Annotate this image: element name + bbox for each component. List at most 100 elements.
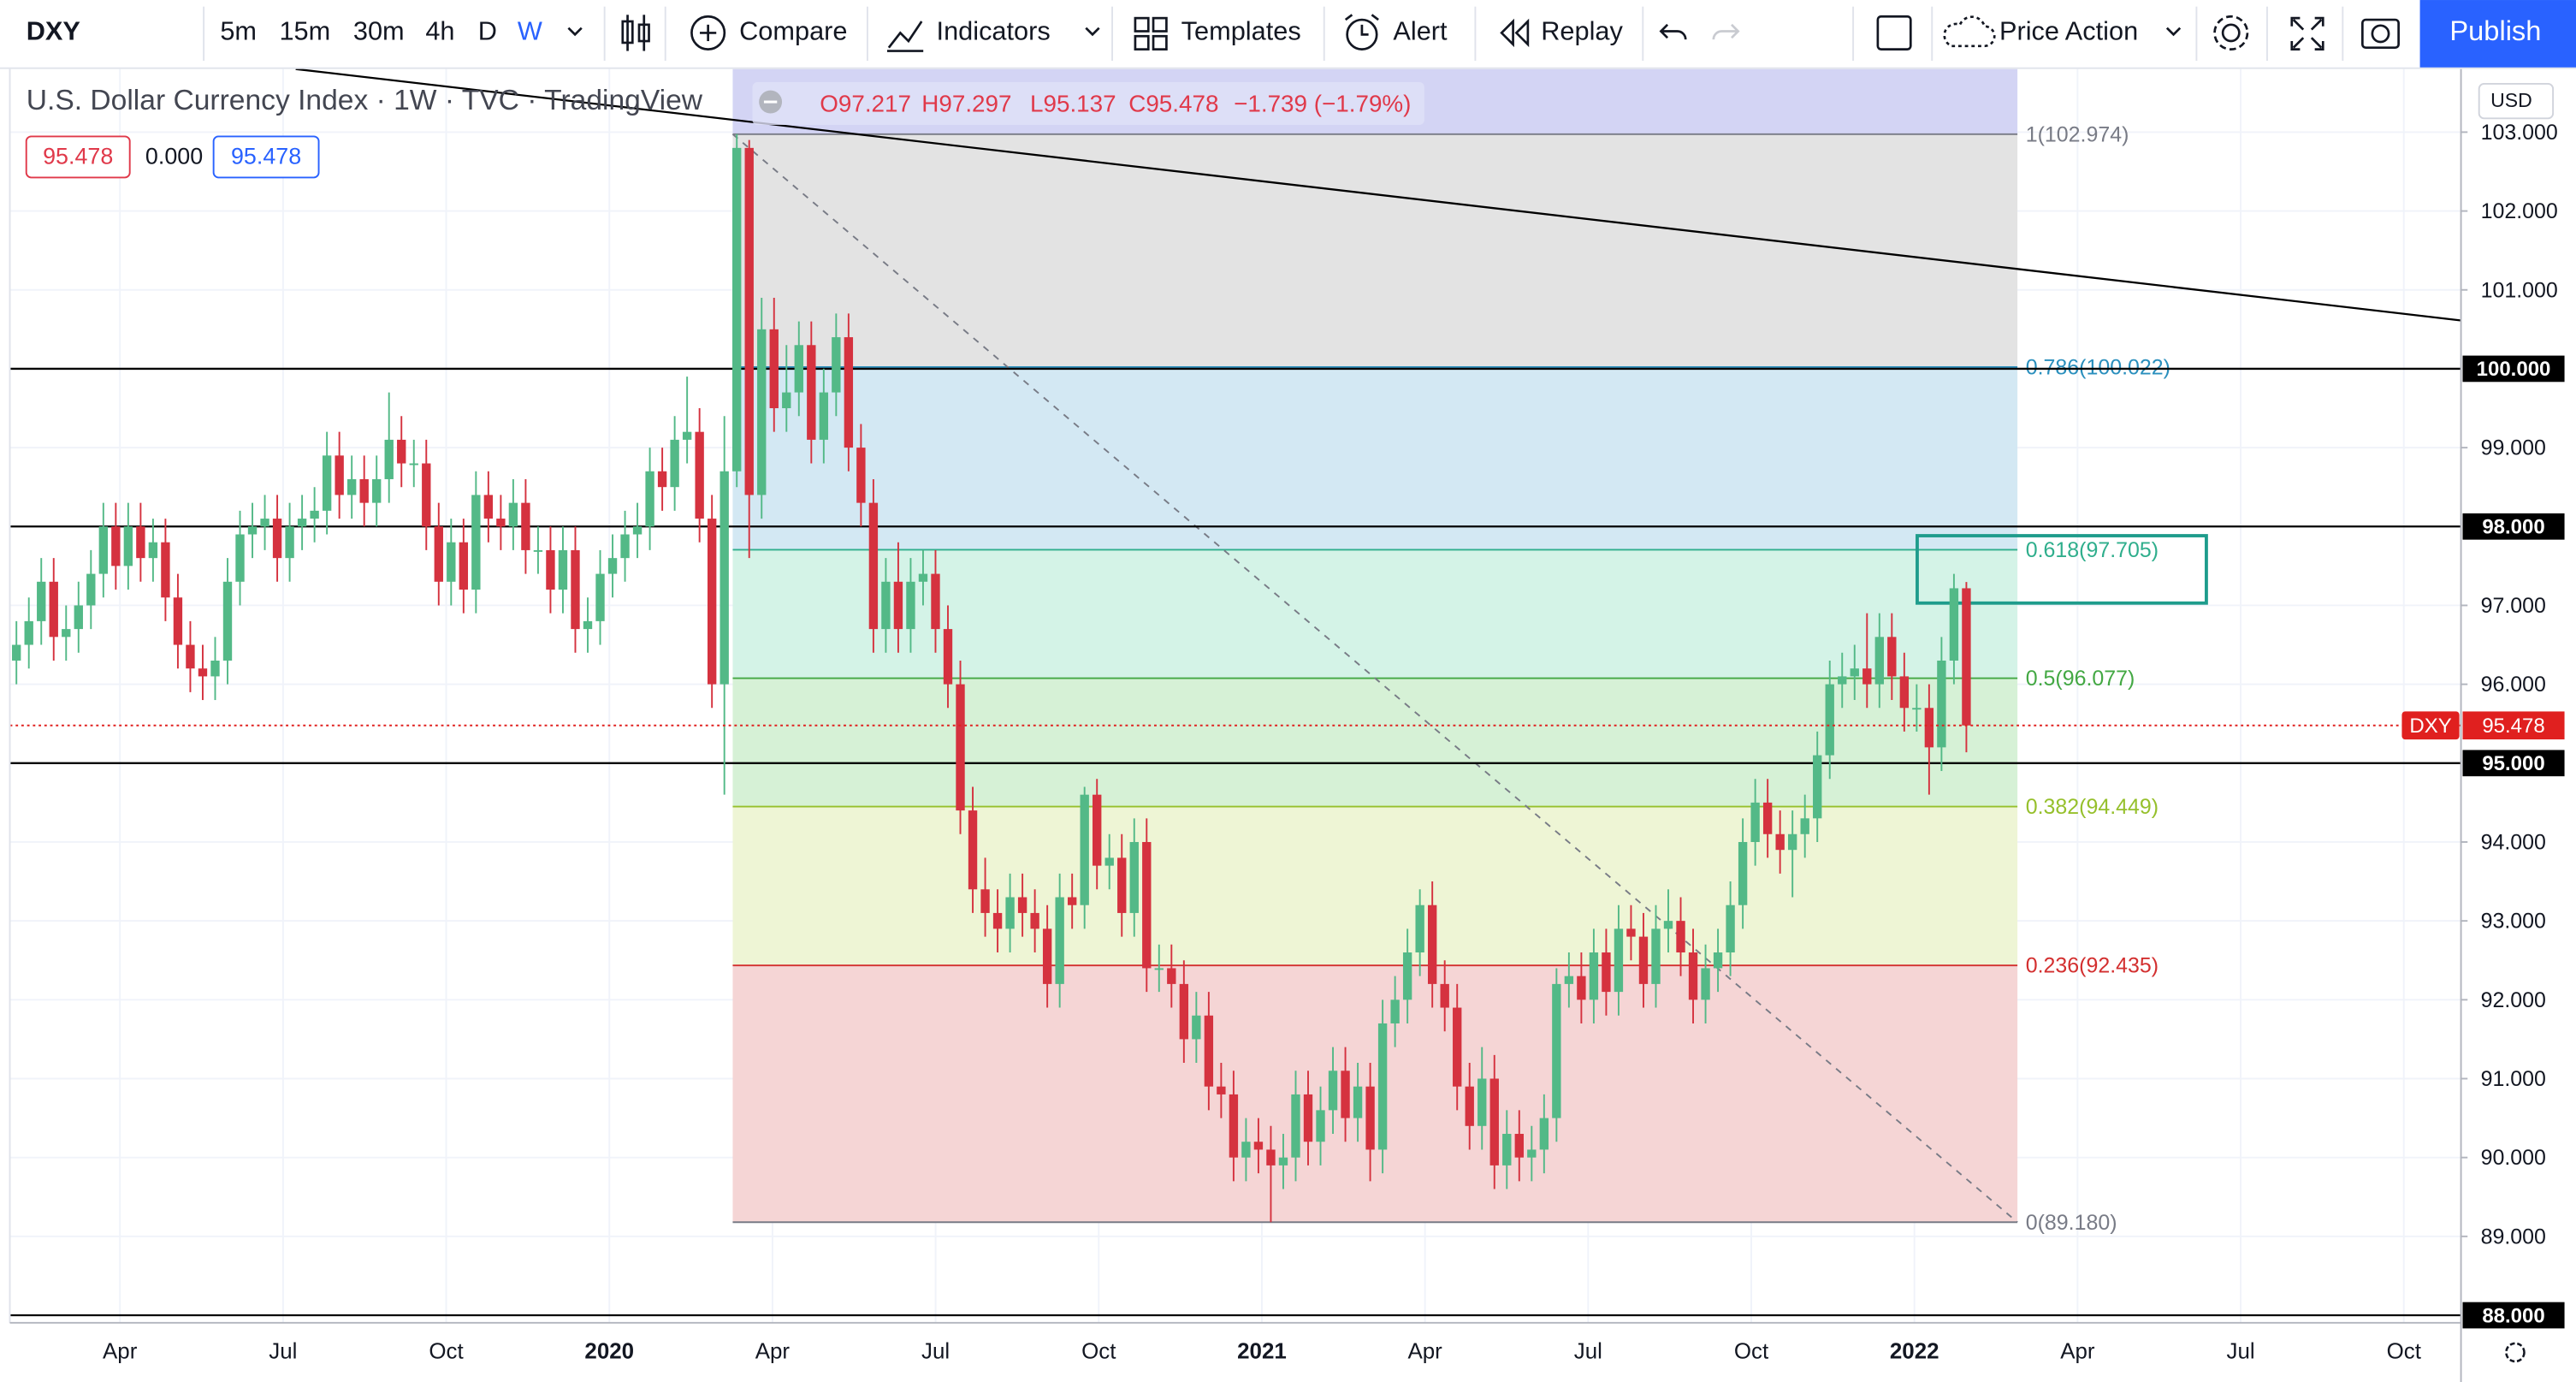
x-tick-label: 2022 bbox=[1890, 1339, 1939, 1363]
candle-body bbox=[1887, 637, 1897, 677]
candle-body bbox=[384, 439, 394, 479]
candle-body bbox=[571, 549, 580, 630]
alert-button[interactable]: Alert bbox=[1393, 16, 1448, 46]
dropdown-icon[interactable] bbox=[1085, 27, 1100, 37]
candle-body bbox=[1055, 897, 1064, 984]
candle-body bbox=[335, 455, 344, 495]
x-tick-label: Apr bbox=[103, 1339, 138, 1363]
fib-zone bbox=[732, 806, 2018, 966]
templates-button[interactable]: Templates bbox=[1181, 16, 1301, 46]
y-tick-label: 92.000 bbox=[2481, 988, 2546, 1012]
fib-zone bbox=[732, 678, 2018, 807]
settings-icon[interactable] bbox=[2213, 15, 2249, 50]
candle-body bbox=[210, 660, 220, 677]
cloud-icon[interactable] bbox=[1943, 15, 1996, 48]
candle-body bbox=[86, 573, 96, 606]
candle-body bbox=[310, 510, 319, 519]
undo-icon[interactable] bbox=[1659, 23, 1687, 40]
candle-body bbox=[980, 889, 990, 913]
candle-body bbox=[1676, 921, 1685, 953]
candle-body bbox=[1787, 833, 1797, 851]
dropdown-icon[interactable] bbox=[2165, 27, 2182, 37]
replay-icon[interactable] bbox=[1500, 18, 1530, 48]
candle-body bbox=[1453, 1007, 1462, 1087]
candle-body bbox=[1564, 976, 1574, 984]
candle-body bbox=[583, 620, 593, 630]
candle-body bbox=[447, 542, 456, 582]
fib-level-label: 0.786(100.022) bbox=[2026, 355, 2170, 379]
candle-body bbox=[832, 337, 841, 393]
chart-title: U.S. Dollar Currency Index · 1W · TVC · … bbox=[27, 85, 703, 116]
candle-body bbox=[782, 392, 791, 409]
candle-body bbox=[1042, 928, 1052, 984]
legend-box bbox=[752, 82, 1424, 125]
candle-body bbox=[819, 392, 829, 440]
publish-label[interactable]: Publish bbox=[2449, 15, 2541, 46]
chart-type-icon[interactable] bbox=[621, 15, 650, 51]
time-settings-icon bbox=[2505, 1342, 2526, 1363]
hline-badge-label: 88.000 bbox=[2482, 1304, 2544, 1327]
indicators-button[interactable]: Indicators bbox=[937, 16, 1051, 46]
candle-body bbox=[918, 573, 928, 582]
candle-body bbox=[844, 337, 854, 448]
candle-body bbox=[1688, 952, 1698, 1000]
y-tick-label: 90.000 bbox=[2481, 1146, 2546, 1170]
candle-body bbox=[1278, 1157, 1288, 1166]
candle-body bbox=[123, 526, 133, 566]
y-tick-label: 99.000 bbox=[2481, 436, 2546, 460]
candle-body bbox=[1477, 1078, 1487, 1126]
candle-body bbox=[173, 597, 183, 645]
candle-body bbox=[1204, 1015, 1214, 1087]
layout-name[interactable]: Price Action bbox=[1999, 16, 2138, 46]
candle-body bbox=[794, 345, 803, 393]
layout-icon[interactable] bbox=[1876, 15, 1912, 50]
interval[interactable]: 5m bbox=[220, 16, 257, 46]
interval[interactable]: 4h bbox=[425, 16, 454, 46]
candle-body bbox=[1229, 1094, 1239, 1158]
candle-body bbox=[49, 581, 58, 638]
publish-button[interactable] bbox=[2419, 0, 2576, 68]
replay-button[interactable]: Replay bbox=[1541, 16, 1623, 46]
fullscreen-icon[interactable] bbox=[2290, 16, 2324, 50]
interval-active[interactable]: W bbox=[518, 16, 542, 46]
candle-body bbox=[1602, 952, 1611, 993]
redo-icon[interactable] bbox=[1712, 23, 1740, 40]
fib-level-label: 1(102.974) bbox=[2026, 122, 2129, 146]
candle-body bbox=[943, 629, 953, 685]
candle-body bbox=[1179, 983, 1189, 1040]
trend-line bbox=[295, 68, 2461, 322]
candle-body bbox=[1217, 1086, 1226, 1094]
interval[interactable]: D bbox=[478, 16, 497, 46]
dropdown-icon[interactable] bbox=[567, 27, 583, 37]
candle-body bbox=[24, 620, 33, 645]
candle-body bbox=[1750, 802, 1760, 842]
x-tick-label: 2020 bbox=[584, 1339, 634, 1363]
templates-icon[interactable] bbox=[1134, 16, 1168, 50]
candle-body bbox=[136, 526, 145, 559]
currency-label[interactable]: USD bbox=[2490, 89, 2532, 111]
candle-body bbox=[1949, 588, 1959, 661]
interval[interactable]: 15m bbox=[279, 16, 330, 46]
indicators-icon[interactable] bbox=[886, 21, 924, 52]
symbol[interactable]: DXY bbox=[27, 16, 80, 46]
candle-body bbox=[1154, 968, 1164, 970]
candle-body bbox=[260, 519, 269, 527]
candle-body bbox=[322, 455, 332, 511]
candle-body bbox=[247, 526, 258, 535]
compare-button[interactable]: Compare bbox=[739, 16, 847, 46]
candle-body bbox=[1838, 676, 1847, 685]
alert-icon[interactable] bbox=[1344, 14, 1379, 50]
y-tick-label: 102.000 bbox=[2481, 199, 2558, 223]
candle-body bbox=[670, 439, 679, 488]
interval[interactable]: 30m bbox=[353, 16, 405, 46]
hline-badge-label: 95.000 bbox=[2482, 752, 2544, 775]
candle-body bbox=[1291, 1094, 1300, 1158]
candle-body bbox=[1577, 976, 1586, 1000]
candle-body bbox=[186, 644, 195, 669]
snapshot-icon[interactable] bbox=[2361, 18, 2400, 50]
candle-body bbox=[1030, 912, 1039, 929]
hline-badge bbox=[2462, 750, 2565, 777]
compare-icon[interactable] bbox=[690, 15, 726, 50]
x-tick-label: Apr bbox=[2060, 1339, 2095, 1363]
x-tick-label: Apr bbox=[755, 1339, 791, 1363]
